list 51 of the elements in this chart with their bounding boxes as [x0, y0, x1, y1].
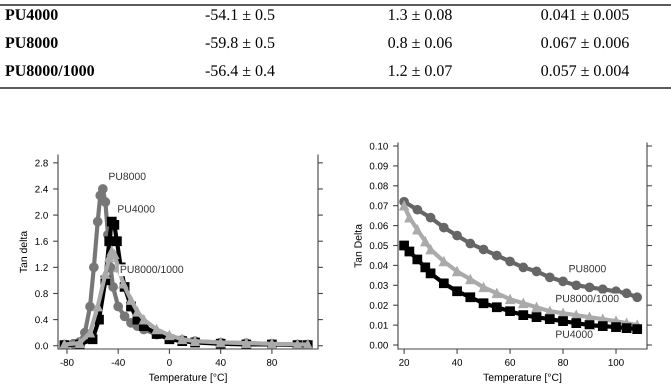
text: 1.2 ± 0.07 [389, 65, 452, 76]
x-axis-title: Temperature [°C] [148, 373, 227, 384]
x-tick-label: 80 [266, 358, 277, 366]
text: 0.041 ± 0.005 [541, 9, 629, 20]
x-tick-label: 80 [558, 358, 568, 366]
y-tick-label: 0.03 [370, 282, 388, 289]
y-tick-label: 0.08 [370, 182, 388, 190]
y-tick-label: 0.10 [370, 142, 388, 150]
text: -54.1 ± 0.5 [206, 9, 274, 20]
y-tick-label: 2.8 [35, 160, 48, 166]
y-axis-title: Tan delta [20, 230, 28, 273]
y-tick-label: 2.4 [35, 186, 48, 192]
x-tick-label: 100 [608, 358, 624, 366]
y-tick-label: 0.01 [370, 322, 388, 329]
annotation: PU8000 [569, 264, 606, 272]
x-tick-label: 60 [505, 358, 516, 366]
y-tick-label: 0.0 [35, 342, 48, 350]
y-tick-label: 0.05 [370, 242, 388, 250]
y-tick-label: 0.04 [370, 262, 388, 270]
x-tick-label: 20 [399, 358, 410, 366]
y-tick-label: 0.02 [370, 302, 388, 309]
annotation: PU8000/1000 [556, 294, 619, 302]
annotation: PU4000 [118, 205, 155, 213]
annotation: PU8000 [109, 172, 146, 180]
x-tick-label: 40 [215, 358, 226, 366]
y-tick-label: 2.0 [35, 212, 48, 219]
y-tick-label: 1.2 [36, 264, 48, 271]
x-tick-label: 0 [167, 358, 172, 366]
x-axis-title: Temperature [°C] [483, 373, 562, 384]
text: 0.8 ± 0.06 [388, 37, 452, 48]
y-tick-label: 0.09 [370, 162, 388, 170]
text: 0.067 ± 0.006 [541, 37, 629, 48]
text: PU8000/1000 [5, 65, 94, 76]
x-tick-label: 40 [452, 358, 462, 366]
y-tick-label: 1.6 [36, 238, 48, 245]
text: 1.3 ± 0.08 [389, 9, 452, 20]
text: PU8000 [5, 37, 58, 48]
y-tick-label: 0.4 [35, 316, 48, 324]
y-tick-label: 0.06 [370, 222, 388, 230]
annotation: PU8000/1000 [120, 265, 184, 274]
text: PU4000 [5, 9, 58, 20]
text: -59.8 ± 0.5 [206, 37, 274, 48]
y-axis-title: Tan Delta [354, 224, 362, 268]
y-tick-label: 0.00 [370, 342, 388, 349]
y-tick-label: 0.07 [370, 202, 388, 210]
x-tick-label: -40 [112, 358, 125, 366]
annotation: PU4000 [556, 330, 593, 338]
x-tick-label: -80 [60, 358, 74, 366]
text: -56.4 ± 0.4 [206, 65, 275, 76]
y-tick-label: 0.8 [35, 290, 48, 298]
text: 0.057 ± 0.004 [541, 65, 630, 76]
